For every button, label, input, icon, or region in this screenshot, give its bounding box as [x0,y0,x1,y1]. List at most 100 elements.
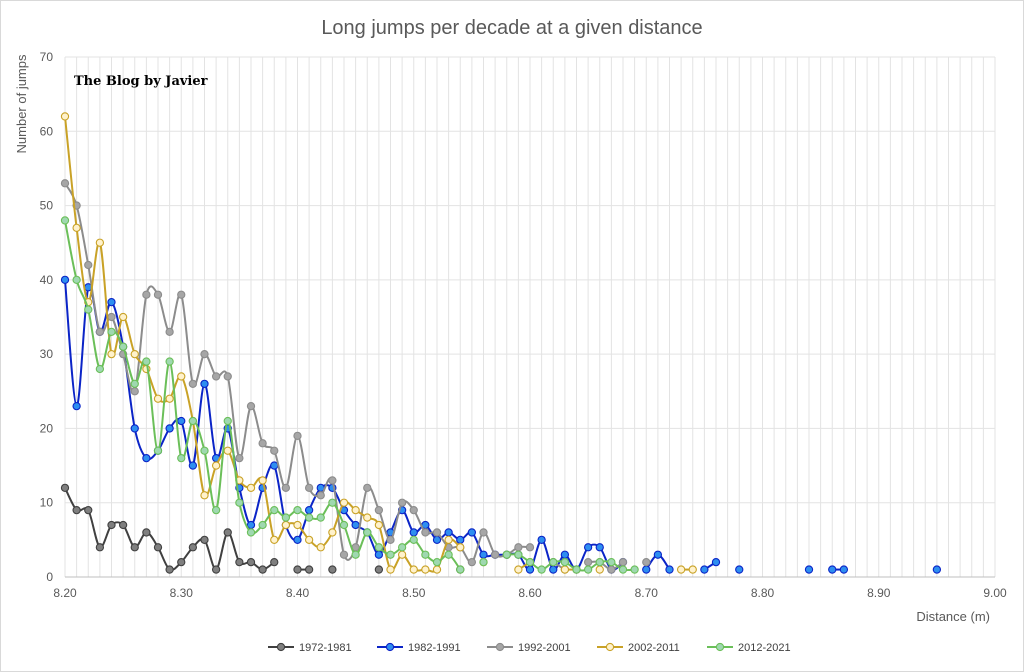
data-point [374,505,384,515]
data-point [130,424,139,433]
data-point [304,505,314,515]
data-point [537,565,546,574]
data-point [200,349,209,359]
data-point [200,491,209,500]
data-point [177,372,186,381]
series-2002-2011 [60,112,697,574]
legend-item: 1972-1981 [268,642,352,654]
y-tick-label: 30 [40,347,54,361]
legend-item: 2002-2011 [597,642,680,654]
data-point [165,327,174,337]
data-point [270,505,279,515]
data-point [572,565,581,574]
data-point [235,557,244,567]
data-point [130,349,139,359]
data-point [560,565,570,574]
series-1972-1981 [60,483,465,574]
data-point [72,505,81,515]
data-point [84,260,93,270]
data-point [316,513,325,522]
data-point [560,550,570,559]
data-point [293,505,302,515]
legend-label: 1972-1981 [299,642,352,654]
data-point [351,550,360,559]
data-point [200,446,209,455]
data-point [432,528,442,537]
data-point [595,543,604,552]
data-point [177,290,186,299]
data-point [351,505,360,515]
data-point [235,453,244,463]
data-point [293,535,302,545]
y-tick-label: 40 [40,273,54,287]
data-point [165,424,174,433]
data-point [514,543,523,552]
data-point [676,565,686,574]
data-point [60,112,70,121]
data-point [107,312,116,322]
data-point [607,557,616,567]
data-point [374,550,384,559]
data-point [583,565,593,574]
data-point [130,387,139,396]
legend-marker [605,642,615,652]
y-tick-label: 70 [40,50,54,64]
data-point [223,416,232,426]
data-point [177,557,186,567]
y-tick-label: 10 [40,496,54,510]
legend-label: 2002-2011 [628,642,680,654]
data-point [502,550,511,559]
data-point [421,565,430,574]
x-tick-label: 8.70 [635,586,659,600]
data-point [490,550,500,559]
data-point [537,535,546,545]
data-point [839,565,849,574]
y-tick-label: 20 [40,421,54,435]
data-point [409,505,418,515]
data-point [560,557,570,567]
data-point [409,535,418,545]
data-point [467,528,477,537]
data-point [409,528,418,537]
data-point [200,535,209,545]
data-point [270,535,279,545]
data-point [328,476,337,485]
data-point [618,565,628,574]
series-lines [60,112,942,574]
legend-marker [276,642,286,652]
data-point [583,543,593,552]
data-point [153,394,163,403]
data-point [397,498,407,507]
data-point [142,528,151,537]
data-point [328,565,337,574]
data-point [386,565,395,574]
data-point [304,483,314,493]
data-point [258,476,267,485]
legend-label: 2012-2021 [738,642,791,654]
data-point [293,431,302,441]
data-point [270,557,279,567]
data-point [177,416,186,426]
data-point [397,543,407,552]
data-point [932,565,942,574]
data-point [130,543,139,552]
data-point [84,505,93,515]
data-point [351,520,360,530]
data-point [595,557,604,567]
data-point [211,565,221,574]
data-point [304,535,314,545]
data-point [735,565,744,574]
data-point [246,528,256,537]
watermark-text: The Blog by Javier [74,74,208,89]
data-point [293,565,302,574]
data-point [60,483,70,493]
data-point [246,401,256,411]
data-point [84,305,93,314]
data-point [432,535,442,545]
data-point [828,565,837,574]
data-point [444,535,453,545]
data-point [188,461,198,470]
data-point [421,528,430,537]
data-point [153,446,163,455]
data-point [328,498,337,507]
